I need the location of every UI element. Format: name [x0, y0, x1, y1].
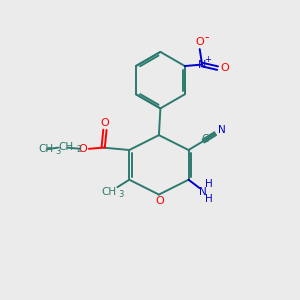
Text: H: H	[206, 179, 213, 190]
Text: 3: 3	[55, 147, 61, 156]
Text: C: C	[201, 134, 208, 144]
Text: N: N	[198, 59, 206, 70]
Text: -: -	[204, 31, 208, 44]
Text: O: O	[100, 118, 109, 128]
Text: O: O	[195, 37, 204, 47]
Text: 3: 3	[118, 190, 124, 199]
Text: CH: CH	[38, 144, 53, 154]
Text: CH: CH	[59, 142, 74, 152]
Text: O: O	[155, 196, 164, 206]
Text: O: O	[220, 63, 229, 73]
Text: N: N	[218, 125, 226, 135]
Text: 2: 2	[76, 145, 81, 154]
Text: O: O	[78, 144, 87, 154]
Text: N: N	[199, 187, 206, 196]
Text: CH: CH	[101, 187, 116, 197]
Text: +: +	[205, 55, 212, 64]
Text: H: H	[206, 194, 213, 204]
